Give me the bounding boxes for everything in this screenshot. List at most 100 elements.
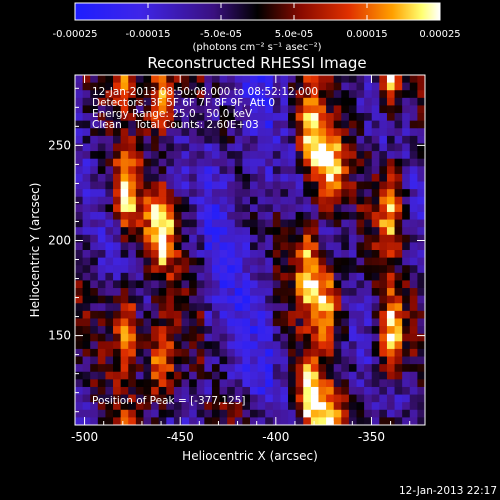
heatmap-cell	[158, 120, 167, 129]
heatmap-cell	[234, 310, 243, 319]
heatmap-cell	[409, 417, 418, 426]
heatmap-cell	[265, 211, 274, 220]
heatmap-cell	[242, 288, 251, 297]
heatmap-cell	[250, 120, 259, 129]
heatmap-cell	[189, 211, 198, 220]
heatmap-cell	[105, 181, 114, 190]
heatmap-cell	[75, 196, 84, 205]
heatmap-cell	[402, 97, 411, 106]
heatmap-cell	[82, 173, 91, 182]
heatmap-cell	[394, 143, 403, 152]
heatmap-cell	[211, 219, 220, 228]
heatmap-cell	[143, 318, 152, 327]
heatmap-cell	[75, 402, 84, 411]
heatmap-cell	[196, 211, 205, 220]
heatmap-cell	[97, 97, 106, 106]
heatmap-cell	[394, 295, 403, 304]
heatmap-image	[75, 75, 426, 426]
heatmap-cell	[257, 242, 266, 251]
heatmap-cell	[135, 280, 144, 289]
heatmap-cell	[394, 386, 403, 395]
heatmap-cell	[173, 341, 182, 350]
heatmap-cell	[196, 75, 205, 84]
heatmap-cell	[303, 196, 312, 205]
heatmap-cell	[181, 75, 190, 84]
heatmap-cell	[219, 135, 228, 144]
heatmap-cell	[265, 120, 274, 129]
heatmap-cell	[204, 173, 213, 182]
heatmap-cell	[257, 310, 266, 319]
heatmap-cell	[379, 181, 388, 190]
heatmap-cell	[341, 295, 350, 304]
heatmap-cell	[166, 113, 175, 122]
heatmap-cell	[318, 295, 327, 304]
heatmap-cell	[318, 310, 327, 319]
heatmap-cell	[364, 234, 373, 243]
heatmap-cell	[348, 303, 357, 312]
heatmap-cell	[371, 295, 380, 304]
heatmap-cell	[151, 257, 160, 266]
heatmap-cell	[211, 113, 220, 122]
heatmap-cell	[303, 417, 312, 426]
heatmap-cell	[318, 75, 327, 84]
heatmap-cell	[196, 250, 205, 259]
heatmap-cell	[272, 371, 281, 380]
heatmap-cell	[219, 211, 228, 220]
heatmap-cell	[280, 204, 289, 213]
heatmap-cell	[386, 348, 395, 357]
heatmap-cell	[227, 295, 236, 304]
heatmap-cell	[211, 280, 220, 289]
heatmap-cell	[295, 219, 304, 228]
heatmap-cell	[250, 394, 259, 403]
heatmap-cell	[364, 90, 373, 99]
heatmap-cell	[189, 82, 198, 91]
heatmap-cell	[417, 341, 426, 350]
heatmap-cell	[120, 82, 129, 91]
heatmap-cell	[303, 242, 312, 251]
heatmap-cell	[333, 189, 342, 198]
heatmap-cell	[386, 158, 395, 167]
heatmap-cell	[288, 128, 297, 137]
heatmap-cell	[120, 75, 129, 84]
heatmap-cell	[303, 227, 312, 236]
heatmap-cell	[272, 295, 281, 304]
heatmap-cell	[189, 272, 198, 281]
heatmap-cell	[288, 379, 297, 388]
heatmap-cell	[379, 158, 388, 167]
heatmap-cell	[364, 280, 373, 289]
heatmap-cell	[295, 189, 304, 198]
heatmap-cell	[303, 113, 312, 122]
heatmap-cell	[379, 326, 388, 335]
heatmap-cell	[181, 364, 190, 373]
heatmap-cell	[402, 151, 411, 160]
heatmap-cell	[265, 333, 274, 342]
heatmap-cell	[303, 394, 312, 403]
heatmap-cell	[402, 128, 411, 137]
heatmap-cell	[120, 196, 129, 205]
heatmap-cell	[379, 288, 388, 297]
heatmap-cell	[310, 97, 319, 106]
heatmap-cell	[272, 113, 281, 122]
heatmap-cell	[90, 227, 99, 236]
heatmap-cell	[371, 196, 380, 205]
heatmap-cell	[105, 295, 114, 304]
heatmap-cell	[409, 143, 418, 152]
heatmap-cell	[90, 356, 99, 365]
heatmap-cell	[333, 417, 342, 426]
heatmap-cell	[356, 310, 365, 319]
heatmap-cell	[265, 113, 274, 122]
heatmap-cell	[394, 341, 403, 350]
heatmap-cell	[371, 189, 380, 198]
heatmap-cell	[189, 394, 198, 403]
heatmap-cell	[394, 189, 403, 198]
heatmap-cell	[318, 326, 327, 335]
colorbar-tick-label: -0.00025	[53, 29, 98, 40]
heatmap-cell	[386, 364, 395, 373]
heatmap-cell	[105, 310, 114, 319]
heatmap-cell	[219, 295, 228, 304]
heatmap-cell	[173, 75, 182, 84]
heatmap-cell	[295, 303, 304, 312]
heatmap-cell	[97, 120, 106, 129]
heatmap-cell	[295, 364, 304, 373]
heatmap-cell	[364, 265, 373, 274]
